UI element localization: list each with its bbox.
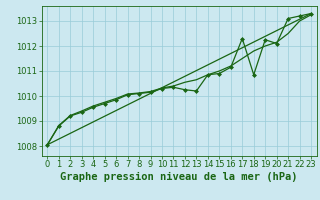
X-axis label: Graphe pression niveau de la mer (hPa): Graphe pression niveau de la mer (hPa) [60,172,298,182]
